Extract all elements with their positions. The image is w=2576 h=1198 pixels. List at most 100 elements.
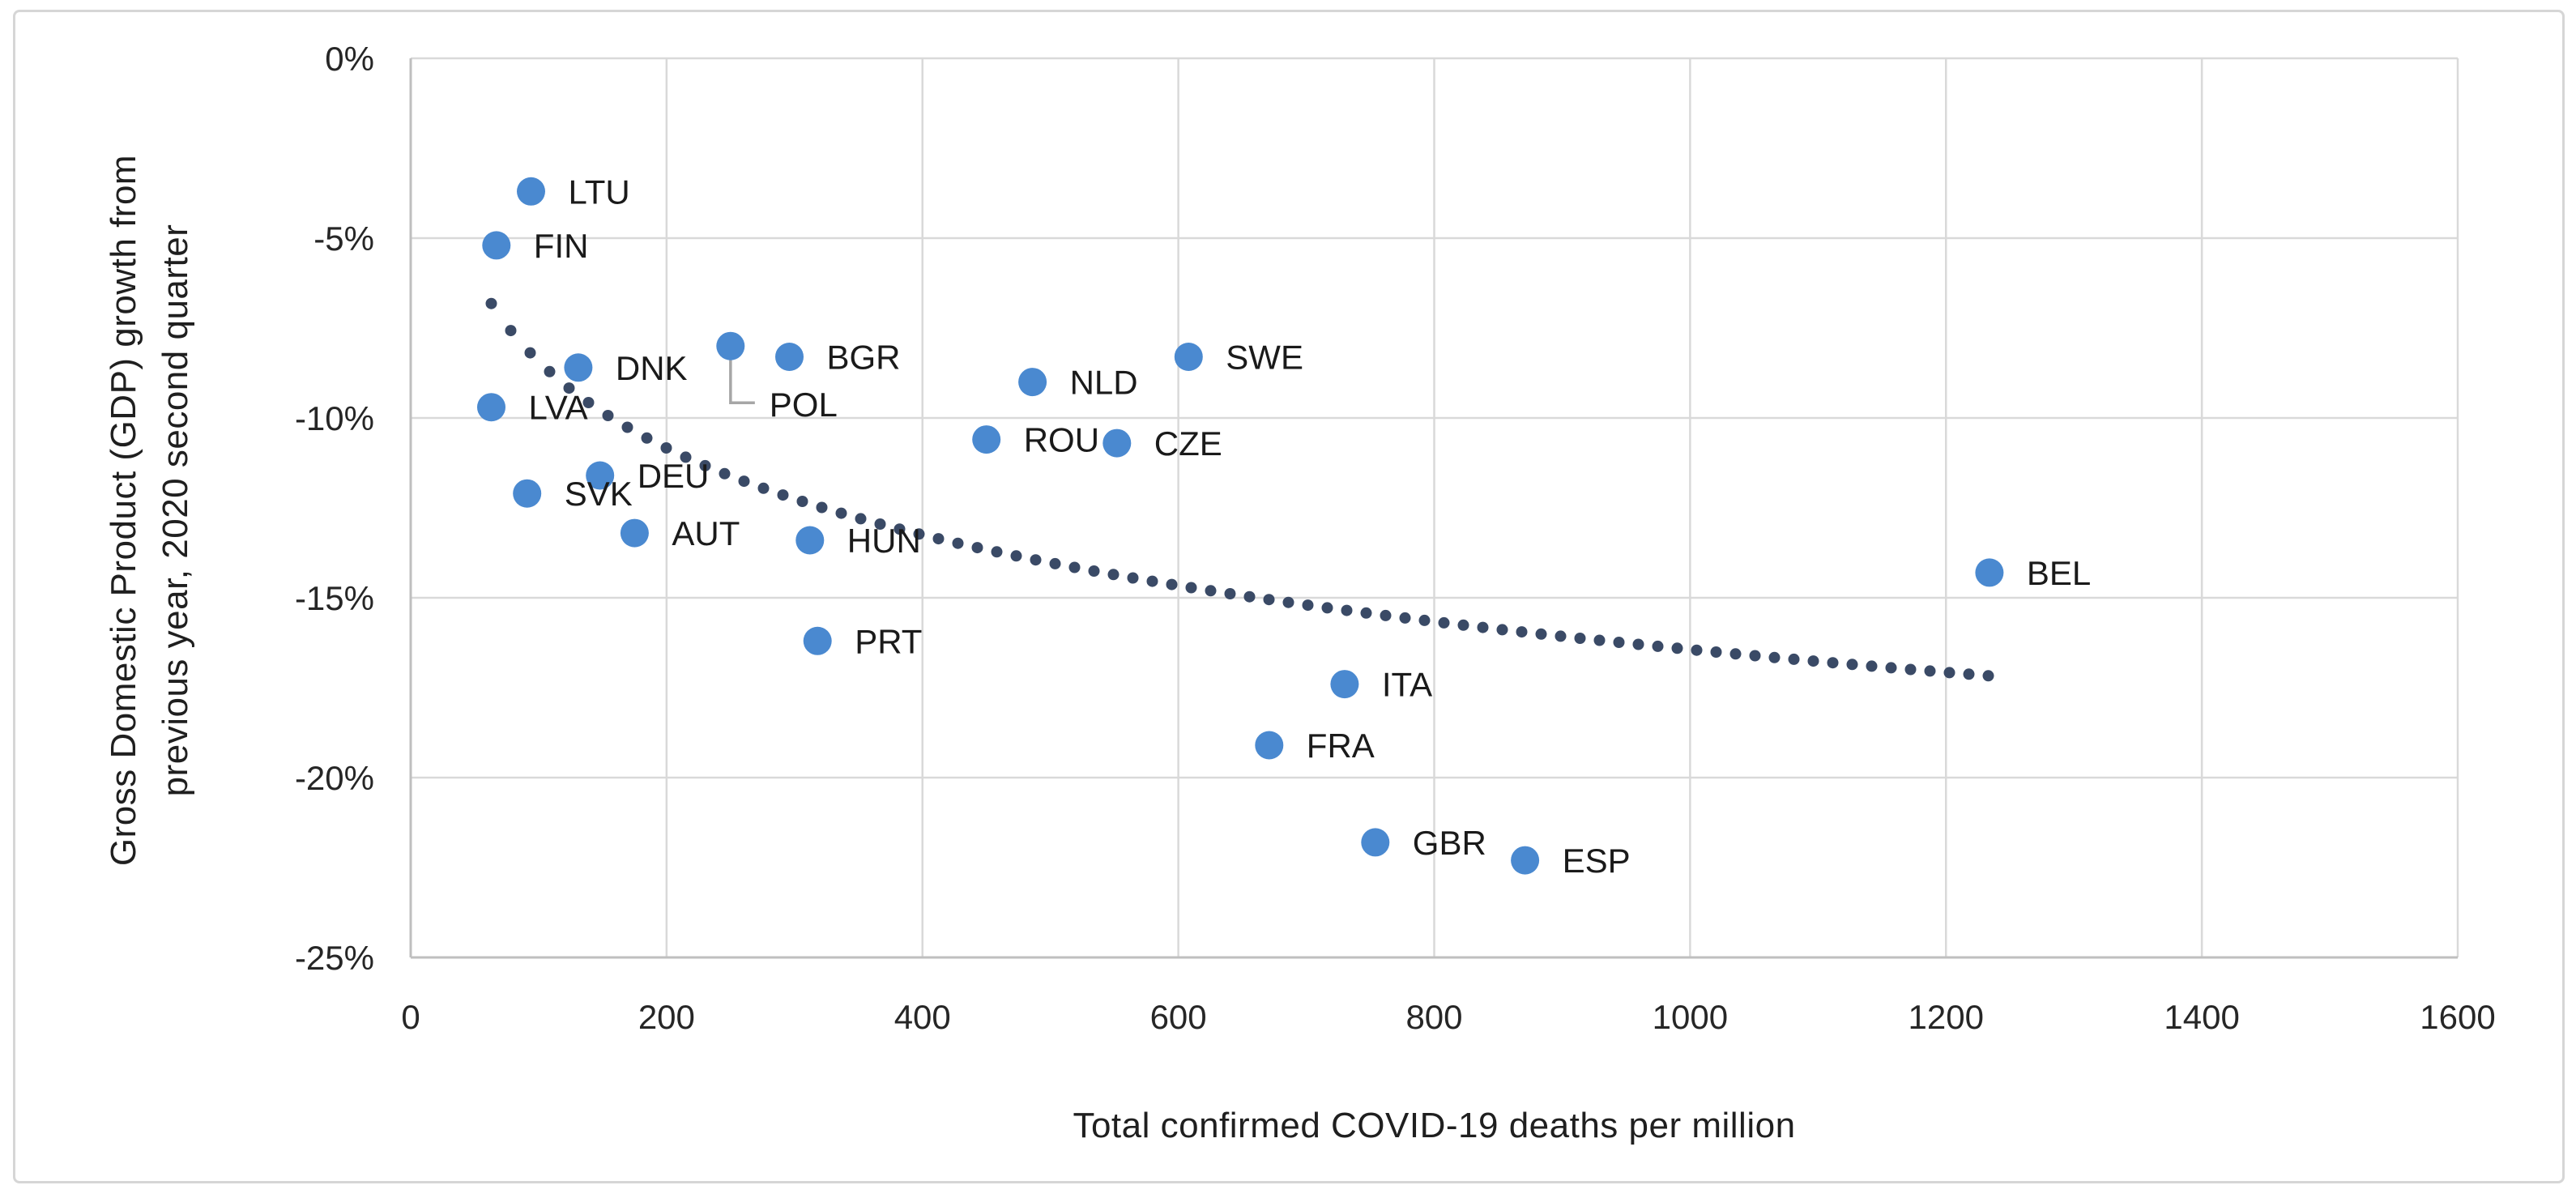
trendline-dot (524, 347, 536, 359)
data-point (1018, 368, 1047, 397)
x-tick-label: 1200 (1909, 998, 1984, 1036)
x-tick-label: 800 (1405, 998, 1462, 1036)
trendline-dot (893, 523, 906, 535)
trendline-dot (1010, 550, 1022, 562)
point-label: BEL (2027, 554, 2091, 592)
trendline-dot (757, 482, 770, 494)
point-label: POL (770, 386, 838, 424)
trendline-dot (699, 459, 711, 471)
trendline-dot (1360, 607, 1372, 619)
trendline-dot (1438, 616, 1450, 629)
trendline-dot (1710, 646, 1722, 658)
data-point (564, 353, 593, 382)
data-point (477, 393, 505, 422)
data-point (586, 461, 615, 490)
trendline-dot (1982, 670, 1994, 682)
trendline-dot (1671, 642, 1683, 654)
trendline-dot (1555, 630, 1567, 642)
data-point (1174, 343, 1203, 371)
y-tick-label: -25% (295, 939, 374, 977)
trendline-dot (913, 528, 925, 540)
trendline-dot (952, 537, 964, 549)
label-leader-line (729, 354, 755, 404)
point-label: SVK (565, 475, 633, 513)
trendline-dot (1457, 619, 1469, 631)
data-point (620, 518, 649, 548)
trendline-dot (1691, 644, 1703, 656)
trendline-dot (1341, 604, 1353, 616)
point-label: LTU (569, 173, 630, 211)
trendline-dot (1535, 628, 1547, 640)
trendline-dot (1166, 578, 1178, 590)
y-axis-title-line2: previous year, 2020 second quarter (156, 224, 195, 797)
trendline-dot (1574, 633, 1586, 644)
trendline-dot (660, 442, 672, 454)
trendline-dot (544, 365, 556, 377)
data-point (517, 177, 545, 206)
trendline-dot (1632, 638, 1644, 650)
trendline-dot (1807, 655, 1819, 667)
trendline-dot (1399, 612, 1411, 624)
point-label: BGR (827, 339, 901, 377)
trendline-dot (1866, 660, 1878, 672)
point-label: NLD (1070, 364, 1138, 402)
trendline-dot (1107, 569, 1120, 581)
trendline-dot (1321, 602, 1333, 614)
trendline-dot (1224, 588, 1236, 599)
trendline-dot (816, 501, 828, 514)
trendline-dot (796, 496, 808, 507)
trendline-dot (1943, 667, 1955, 679)
trendline-dot (1146, 575, 1158, 587)
trendline-dot (1652, 640, 1664, 652)
trendline-dot (1302, 599, 1314, 612)
trendline-dot (1885, 662, 1897, 674)
trendline-dot (1243, 590, 1256, 603)
x-tick-label: 200 (638, 998, 695, 1036)
data-point (1255, 731, 1284, 760)
trendline-dot (932, 533, 945, 545)
y-axis-title-line1: Gross Domestic Product (GDP) growth from (104, 154, 143, 867)
trendline-dot (719, 467, 731, 480)
trendline-dot (1477, 621, 1489, 633)
trendline-dot (1496, 624, 1508, 636)
trendline-dot (1593, 634, 1606, 646)
point-label: AUT (672, 514, 740, 552)
point-label: LVA (529, 389, 588, 427)
point-label: CZE (1154, 424, 1222, 463)
trendline-dot (738, 475, 750, 488)
x-tick-label: 600 (1150, 998, 1207, 1036)
trendline-dot (641, 432, 653, 444)
trendline-dot (874, 518, 886, 530)
x-tick-label: 1000 (1653, 998, 1728, 1036)
y-tick-label: -15% (295, 579, 374, 617)
trendline-dot (485, 297, 497, 309)
data-point (1975, 558, 2004, 587)
trendline-dot (1068, 561, 1081, 573)
y-tick-label: -20% (295, 759, 374, 797)
data-point (1102, 428, 1132, 458)
trendline-dot (602, 410, 614, 421)
point-label: PRT (855, 622, 922, 660)
trendline-dot (971, 542, 983, 554)
trendline-dot (1904, 663, 1917, 676)
x-axis-title: Total confirmed COVID-19 deaths per mill… (1073, 1106, 1796, 1145)
data-point (482, 231, 511, 260)
trendline-dot (1049, 557, 1061, 569)
x-tick-label: 400 (894, 998, 951, 1036)
trendline-dot (1030, 554, 1042, 566)
trendline-dot (855, 513, 867, 525)
point-label: DEU (638, 457, 710, 495)
trendline-dot (777, 489, 789, 501)
trendline-dot (680, 451, 692, 463)
trendline-dot (621, 421, 633, 433)
y-axis-title: Gross Domestic Product (GDP) growth from… (98, 61, 202, 960)
x-tick-label: 1400 (2164, 998, 2239, 1036)
trendline-dot (991, 546, 1003, 558)
trendline-dot (1749, 650, 1761, 662)
trendline-dot (1205, 585, 1217, 597)
trendline-dot (1282, 596, 1294, 608)
trendline-dot (1788, 653, 1800, 665)
